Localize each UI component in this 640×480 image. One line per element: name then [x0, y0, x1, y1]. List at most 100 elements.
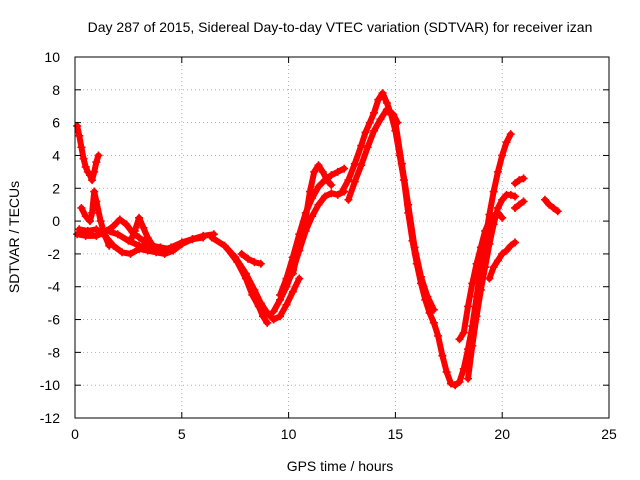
data-point — [241, 274, 250, 283]
data-point — [370, 126, 379, 135]
data-point — [199, 231, 208, 240]
data-point — [327, 189, 336, 198]
data-point — [338, 187, 346, 196]
series-line — [392, 119, 437, 313]
data-point — [90, 167, 99, 176]
data-point — [100, 231, 109, 240]
data-point — [276, 290, 285, 299]
data-point — [263, 318, 272, 327]
data-point — [493, 256, 502, 265]
data-point — [135, 244, 144, 253]
y-tick-label: -4 — [48, 279, 61, 295]
data-point — [363, 143, 372, 152]
data-point — [333, 167, 342, 176]
data-point — [489, 187, 498, 196]
data-point — [498, 195, 507, 204]
series-line — [76, 226, 217, 257]
data-point — [220, 241, 229, 250]
data-point — [130, 226, 139, 235]
series-late-end — [511, 197, 528, 212]
y-tick-label: -6 — [48, 312, 61, 328]
data-point — [126, 249, 135, 258]
data-point — [459, 328, 468, 337]
data-point — [378, 89, 387, 98]
y-tick-label: -2 — [48, 246, 61, 262]
data-point — [361, 128, 370, 137]
data-point — [188, 235, 197, 244]
data-point — [143, 246, 152, 255]
data-point — [77, 203, 86, 212]
data-point — [85, 171, 94, 180]
data-point — [464, 302, 473, 311]
data-point — [164, 244, 173, 253]
data-point — [468, 279, 477, 288]
axis-tick-labels: 0 5 10 15 20 25 -12 -10 -8 -6 -4 -2 0 2 4 6 8 10 — [40, 49, 617, 442]
data-point — [429, 305, 438, 314]
data-point — [357, 161, 366, 170]
data-point — [135, 213, 144, 222]
data-point — [92, 197, 101, 206]
data-point — [81, 212, 90, 221]
data-point — [143, 233, 152, 242]
data-point — [498, 213, 507, 222]
axis-ticks — [74, 56, 610, 419]
data-point — [109, 241, 118, 250]
data-point — [498, 151, 507, 160]
data-point — [545, 200, 554, 209]
data-point — [92, 158, 101, 167]
data-point — [282, 274, 291, 283]
y-tick-label: 10 — [44, 49, 60, 65]
series-min-rise-c — [455, 208, 507, 344]
series-line — [452, 131, 514, 389]
data-point — [90, 187, 99, 196]
y-tick-label: -12 — [40, 410, 60, 426]
data-point — [75, 131, 84, 140]
data-point — [481, 263, 490, 272]
data-point — [425, 308, 434, 317]
data-point — [139, 223, 148, 232]
y-tick-label: 6 — [52, 115, 60, 131]
y-tick-label: 8 — [52, 82, 60, 98]
data-point — [269, 315, 278, 324]
data-point — [506, 190, 515, 199]
series-branch-8h — [237, 249, 265, 268]
y-tick-label: 0 — [52, 213, 60, 229]
x-tick-label: 15 — [388, 426, 404, 442]
data-point — [323, 176, 332, 185]
x-tick-label: 10 — [281, 426, 297, 442]
data-point — [94, 151, 103, 160]
data-point — [451, 381, 460, 390]
y-tick-label: 2 — [52, 180, 60, 196]
data-point — [442, 368, 451, 377]
data-point — [173, 241, 182, 250]
data-point — [77, 143, 86, 152]
data-point — [387, 110, 396, 119]
data-point — [288, 269, 297, 278]
series-rise-morning-c — [288, 161, 336, 278]
data-point — [476, 286, 485, 295]
data-point — [485, 274, 494, 283]
plot-frame — [74, 56, 610, 419]
data-point — [365, 118, 374, 127]
y-tick-label: -8 — [48, 344, 61, 360]
y-axis-label: SDTVAR / TECUs — [6, 181, 22, 293]
data-point — [410, 243, 419, 252]
data-point — [73, 230, 82, 239]
series-flat-morning-b — [75, 225, 218, 258]
series-line — [238, 250, 264, 267]
series-isolated-22h — [540, 195, 562, 216]
data-point — [83, 226, 92, 235]
data-point — [288, 287, 297, 296]
data-point — [374, 95, 383, 104]
data-point — [81, 162, 90, 171]
data-point — [506, 241, 515, 250]
data-point — [269, 307, 278, 316]
data-point — [301, 213, 310, 222]
data-point — [92, 225, 101, 234]
data-point — [79, 154, 88, 163]
x-axis-label: GPS time / hours — [287, 458, 394, 474]
data-point — [282, 300, 291, 309]
data-point — [493, 208, 502, 217]
series-line — [541, 196, 561, 215]
series-min-rise-a — [451, 130, 515, 390]
